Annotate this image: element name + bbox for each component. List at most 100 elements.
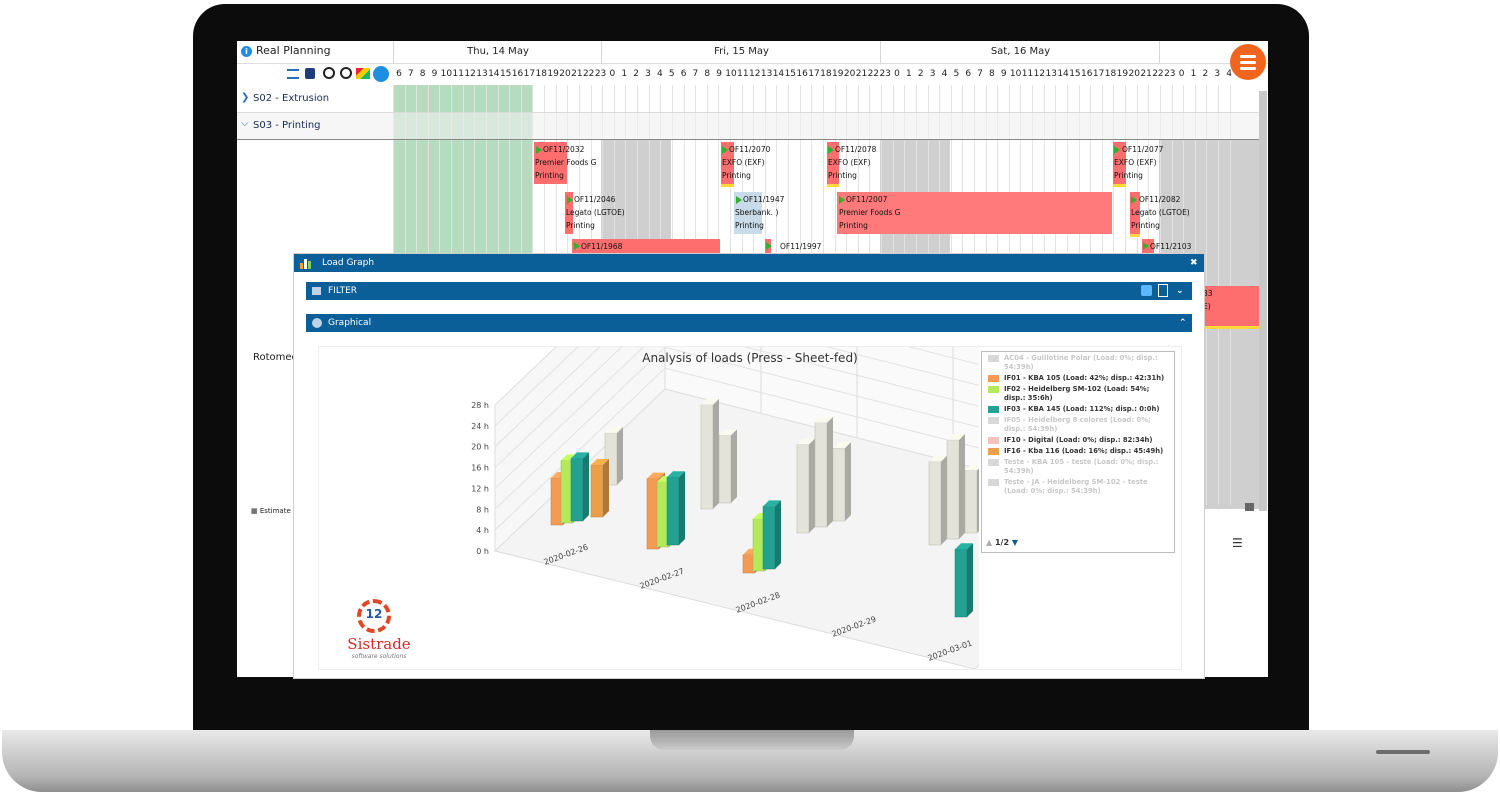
legend-pager[interactable]: ▲ 1/2 ▼	[986, 538, 1018, 547]
bar	[762, 506, 776, 570]
filter-panel-header[interactable]: FILTER ⌄	[306, 282, 1192, 300]
list-icon[interactable]	[287, 69, 299, 79]
legend-item[interactable]: Teste - KBA 105 - teste (Load: 0%; disp.…	[986, 458, 1171, 476]
legend-swatch	[988, 406, 999, 413]
task-bar[interactable]	[1130, 192, 1140, 237]
print-icon[interactable]	[305, 68, 315, 79]
task-id: OF11/1997	[780, 242, 822, 251]
bar-background-top	[833, 442, 851, 448]
hamburger-icon[interactable]: ☰	[1232, 536, 1243, 550]
hour-label: 12	[748, 69, 761, 79]
task-id-partial: 83	[1203, 289, 1213, 298]
play-icon	[766, 242, 772, 250]
hour-label: 15	[1069, 69, 1081, 79]
bar-background-top	[605, 426, 623, 433]
scroll-thumb[interactable]	[1245, 503, 1254, 511]
bar-side	[583, 452, 589, 521]
pager-down-icon[interactable]: ▼	[1011, 538, 1018, 547]
play-icon	[736, 196, 742, 204]
info-icon[interactable]: i	[241, 46, 252, 57]
zoom-in-icon[interactable]	[340, 67, 352, 79]
bar-background-side	[827, 416, 833, 527]
bar-background-side	[809, 438, 815, 533]
legend-swatch	[988, 437, 999, 444]
task-id: OF11/2077	[1122, 145, 1164, 154]
fab-menu-button[interactable]	[1230, 44, 1266, 80]
hour-label: 19	[547, 69, 559, 79]
toolbar	[287, 66, 393, 84]
task-bar[interactable]	[837, 192, 1112, 234]
graph-label: Graphical	[328, 318, 372, 328]
chevron-right-icon[interactable]: ❯	[241, 92, 250, 103]
y-tick-label: 20 h	[471, 443, 489, 452]
chevron-down-icon[interactable]: ⌄	[1176, 286, 1184, 296]
vertical-scrollbar[interactable]	[1259, 91, 1267, 511]
legend-item[interactable]: IF16 - Kba 116 (Load: 16%; disp.: 45:49h…	[986, 447, 1171, 456]
legend-item[interactable]: AC04 - Guillotine Polar (Load: 0%; disp.…	[986, 354, 1171, 372]
task-op: Printing	[735, 221, 764, 230]
task-op: Printing	[566, 221, 595, 230]
hour-label: 23	[879, 69, 891, 79]
hour-label: 20	[843, 69, 856, 79]
task-id: OF11/2082	[1139, 195, 1181, 204]
bar-background-side	[977, 468, 979, 533]
zoom-out-icon[interactable]	[323, 67, 335, 79]
hour-label: 11	[1021, 69, 1034, 79]
legend-item[interactable]: IF01 - KBA 105 (Load: 42%; disp.: 42:31h…	[986, 374, 1171, 383]
task-bar[interactable]	[1203, 286, 1259, 329]
legend-item[interactable]: IF03 - KBA 145 (Load: 112%; disp.: 0:0h)	[986, 405, 1171, 414]
legend-item[interactable]: IF05 - Heidelberg 8 colores (Load: 0%; d…	[986, 416, 1171, 434]
logo-badge: 12	[365, 607, 383, 621]
legend-item[interactable]: Teste - JA - Heidelberg SM-102 - teste (…	[986, 478, 1171, 496]
laptop-slot	[1376, 750, 1430, 754]
pager-up-icon[interactable]: ▲	[986, 538, 993, 547]
y-tick-label: 16 h	[471, 464, 489, 473]
legend-item[interactable]: IF02 - Heidelberg SM-102 (Load: 54%; dis…	[986, 385, 1171, 403]
bar-side	[967, 543, 973, 617]
hour-label: 22	[1152, 69, 1164, 79]
sistrade-logo: 12 Sistrade software solutions	[331, 597, 431, 667]
hour-label: 7	[692, 69, 699, 79]
color-palette-icon[interactable]	[356, 68, 370, 79]
bar-top	[571, 452, 589, 459]
filter-icon[interactable]	[1141, 285, 1152, 296]
filter-panel-icon	[312, 287, 321, 295]
y-gridline	[743, 347, 979, 407]
chevron-up-icon[interactable]: ⌃	[1179, 318, 1187, 328]
legend-swatch	[988, 479, 999, 486]
hour-label: 8	[704, 69, 711, 79]
bar-background-top	[947, 433, 965, 440]
legend-label: IF16 - Kba 116 (Load: 16%; disp.: 45:49h…	[1004, 447, 1164, 455]
bar-background	[718, 434, 732, 504]
resource-row[interactable]: ❯ S02 - Extrusion	[237, 85, 1259, 113]
menu-list-icon[interactable]	[373, 66, 389, 82]
task-op: Printing	[722, 171, 751, 180]
task-op: Printing	[1114, 171, 1143, 180]
dialog-titlebar[interactable]: Load Graph ✖	[294, 254, 1204, 272]
bar-background	[946, 439, 960, 540]
hour-label: 7	[407, 69, 414, 79]
play-icon	[1131, 196, 1137, 204]
task-op: Printing	[839, 221, 868, 230]
bar-side	[679, 471, 685, 545]
hour-label: 15	[784, 69, 797, 79]
export-icon[interactable]	[1158, 284, 1168, 297]
task-bar[interactable]	[572, 239, 720, 253]
resource-row[interactable]: ⌵ S03 - Printing	[237, 112, 1259, 140]
graph-panel-header[interactable]: Graphical ⌃	[306, 314, 1192, 332]
bar-background-top	[797, 438, 815, 445]
load-chart: 28 h24 h20 h16 h12 h8 h4 h0 h 2020-02-262…	[471, 347, 979, 669]
task-id: OF11/2007	[846, 195, 888, 204]
hour-label: 20	[559, 69, 571, 79]
close-icon[interactable]: ✖	[1190, 258, 1198, 268]
legend-item[interactable]: IF10 - Digital (Load: 0%; disp.: 82:34h)	[986, 436, 1171, 445]
hour-label: 20	[1128, 69, 1140, 79]
y-gridline	[664, 388, 979, 470]
task-id: OF11/2070	[729, 145, 771, 154]
logo-name: Sistrade	[347, 635, 411, 653]
task-op: Printing	[1131, 221, 1160, 230]
chevron-down-icon[interactable]: ⌵	[241, 118, 249, 129]
task-id: OF11/1947	[743, 195, 785, 204]
y-gridline	[494, 347, 601, 448]
task-bar[interactable]	[565, 192, 573, 234]
